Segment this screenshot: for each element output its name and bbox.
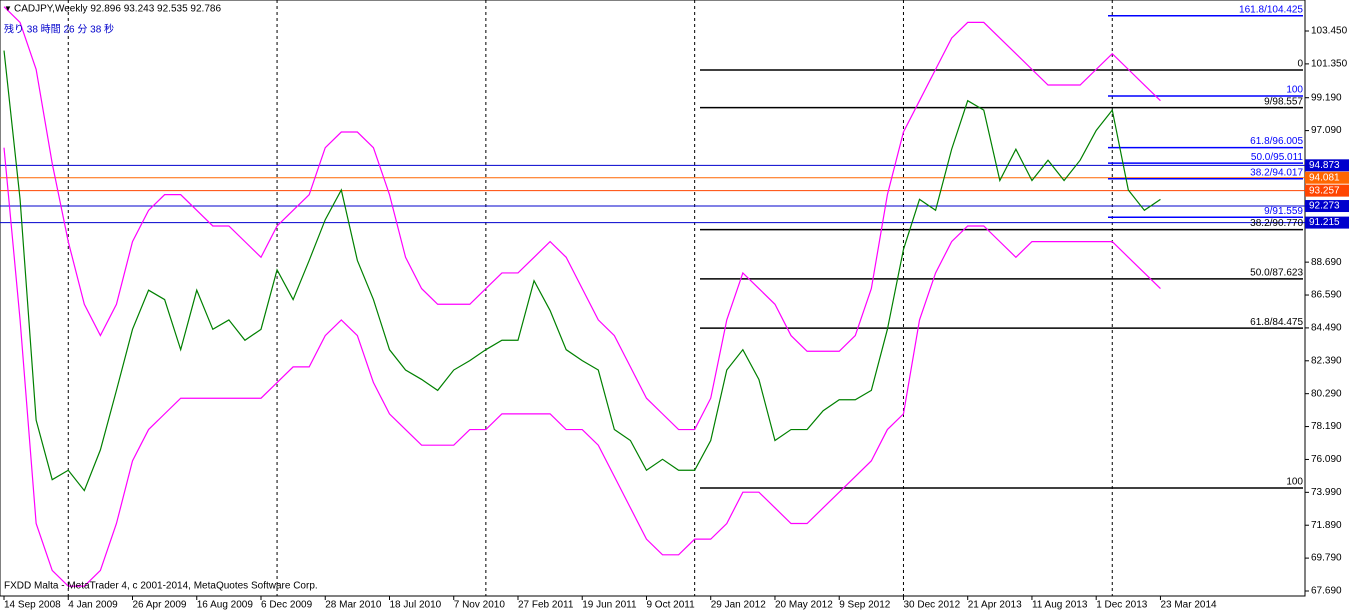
x-tick-label: 23 Mar 2014 — [1160, 600, 1217, 611]
x-tick-label: 14 Sep 2008 — [4, 600, 61, 611]
fibo-label: 9/91.559 — [1264, 206, 1303, 217]
x-tick-label: 21 Apr 2013 — [968, 600, 1022, 611]
y-tick-label: 71.890 — [1311, 520, 1342, 531]
y-tick-label: 73.990 — [1311, 487, 1342, 498]
y-tick-label: 78.190 — [1311, 421, 1342, 432]
x-tick-label: 9 Oct 2011 — [646, 600, 695, 611]
y-tick-label: 76.090 — [1311, 454, 1342, 465]
y-tick-label: 103.450 — [1311, 26, 1348, 37]
fibo-label: 0 — [1297, 59, 1303, 70]
price-box-label: 93.257 — [1309, 185, 1340, 196]
price-box-label: 94.873 — [1309, 160, 1340, 171]
fibo-label: 50.0/87.623 — [1250, 267, 1303, 278]
plot-layer: 161.8/104.42501009/98.55761.8/96.00550.0… — [0, 0, 1305, 596]
series-line — [3, 50, 1161, 492]
y-tick-label: 101.350 — [1311, 59, 1348, 70]
fibo-label: 9/98.557 — [1264, 96, 1303, 107]
price-box — [1305, 216, 1349, 229]
x-tick-label: 7 Nov 2010 — [454, 600, 506, 611]
y-tick-label: 69.790 — [1311, 553, 1342, 564]
price-box-label: 92.273 — [1309, 201, 1340, 212]
plot-frame — [0, 0, 1306, 597]
x-tick-label: 11 Aug 2013 — [1032, 600, 1088, 611]
y-tick-label: 67.690 — [1311, 586, 1342, 597]
x-tick-label: 20 May 2012 — [775, 600, 833, 611]
price-box — [1305, 159, 1349, 172]
x-tick-label: 1 Dec 2013 — [1096, 600, 1148, 611]
fibo-label: 161.8/104.425 — [1239, 4, 1303, 15]
chart-title: CADJPY,Weekly 92.896 93.243 92.535 92.78… — [14, 4, 221, 15]
x-tick-label: 16 Aug 2009 — [197, 600, 254, 611]
x-tick-label: 27 Feb 2011 — [518, 600, 574, 611]
y-tick-label: 86.590 — [1311, 290, 1342, 301]
y-tick-label: 84.490 — [1311, 323, 1342, 334]
collapse-icon: ▼ — [4, 4, 12, 13]
x-tick-label: 19 Jun 2011 — [582, 600, 637, 611]
footer: FXDD Malta - MetaTrader 4, c 2001-2014, … — [4, 581, 318, 592]
fibo-label: 38.2/90.770 — [1250, 218, 1303, 229]
price-box-label: 91.215 — [1309, 217, 1340, 228]
x-tick-label: 6 Dec 2009 — [261, 600, 313, 611]
fibo-label: 100 — [1286, 477, 1303, 488]
fibo-label: 38.2/94.017 — [1250, 167, 1303, 178]
series-line — [3, 147, 1161, 587]
fibo-label: 61.8/96.005 — [1250, 136, 1303, 147]
x-tick-label: 18 Jul 2010 — [389, 600, 441, 611]
y-tick-label: 80.290 — [1311, 388, 1342, 399]
x-tick-label: 26 Apr 2009 — [133, 600, 187, 611]
y-tick-label: 88.690 — [1311, 257, 1342, 268]
series-line — [3, 6, 1161, 431]
x-tick-label: 9 Sep 2012 — [839, 600, 891, 611]
fibo-label: 100 — [1286, 85, 1303, 96]
timer: 残り 38 時間 26 分 38 秒 — [4, 23, 114, 36]
y-tick-label: 99.190 — [1311, 92, 1342, 103]
price-box-label: 94.081 — [1309, 172, 1340, 183]
price-box — [1305, 200, 1349, 213]
x-tick-label: 4 Jan 2009 — [68, 600, 118, 611]
fibo-label: 50.0/95.011 — [1251, 152, 1304, 163]
fibo-label: 61.8/84.475 — [1250, 317, 1303, 328]
price-box — [1305, 171, 1349, 184]
x-tick-label: 28 Mar 2010 — [325, 600, 382, 611]
x-tick-label: 30 Dec 2012 — [903, 600, 960, 611]
price-box — [1305, 184, 1349, 197]
y-tick-label: 82.390 — [1311, 355, 1342, 366]
y-tick-label: 97.090 — [1311, 125, 1342, 136]
x-tick-label: 29 Jan 2012 — [711, 600, 766, 611]
